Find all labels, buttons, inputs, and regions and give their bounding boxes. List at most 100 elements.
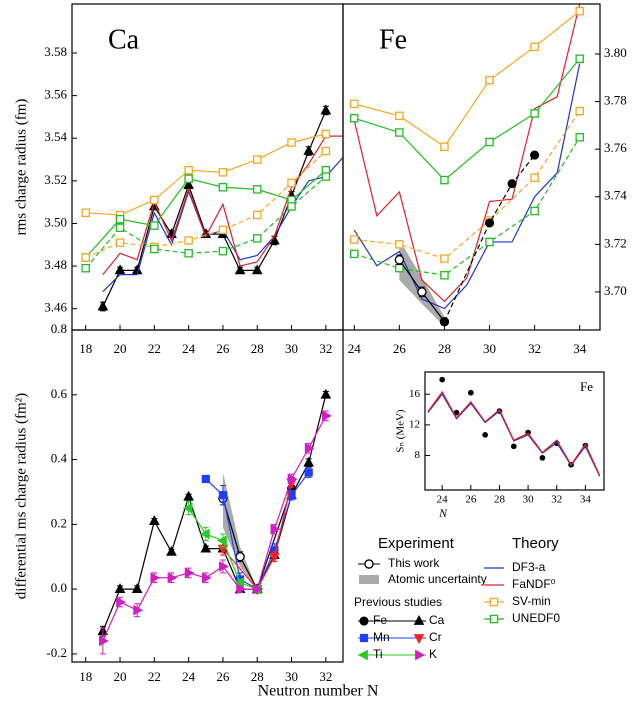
legend-label: K [429, 647, 437, 661]
data-point [440, 142, 449, 152]
y-axis-label: differential ms charge radius (fm²) [13, 393, 29, 599]
data-point [131, 583, 143, 593]
data-point [269, 552, 280, 563]
data-point [395, 240, 404, 249]
x-tick-label: 32 [528, 341, 541, 356]
data-point [116, 596, 127, 608]
data-point [304, 442, 315, 454]
y-tick-label: 3.50 [44, 214, 67, 229]
y-tick-label: 3.54 [44, 129, 67, 144]
y-tick-label: 12 [409, 418, 420, 430]
y-tick-label: 3.78 [604, 93, 627, 108]
data-point [219, 561, 229, 572]
series-line [85, 176, 327, 269]
data-point [201, 572, 212, 584]
legend-marker [489, 597, 499, 607]
plot-area [350, 4, 584, 327]
series-line [354, 10, 581, 148]
data-point [150, 244, 159, 254]
series-line [85, 169, 327, 258]
x-tick-label: 24 [182, 341, 196, 356]
data-point [252, 210, 262, 220]
y-tick-label: 0.2 [51, 515, 67, 530]
data-point [439, 317, 449, 327]
data-point [304, 468, 313, 477]
series-line [354, 58, 581, 181]
data-point [252, 185, 262, 194]
y-axis-label: Sₙ (MeV) [395, 409, 407, 453]
x-tick-label: 22 [148, 669, 161, 684]
series-line [354, 110, 581, 260]
legend-label: UNEDF0 [512, 611, 560, 625]
data-point [251, 264, 263, 275]
legend-label: Fe [373, 613, 387, 627]
data-point [530, 42, 539, 52]
frame [71, 329, 344, 663]
x-tick-label: 22 [148, 341, 161, 356]
x-tick-label: 34 [573, 341, 587, 356]
data-point [252, 155, 262, 164]
data-point [115, 223, 125, 232]
data-point [484, 218, 495, 228]
data-point [507, 179, 517, 189]
data-point [114, 583, 126, 593]
y-tick-label: 3.52 [44, 172, 67, 187]
data-point [417, 287, 427, 297]
data-point [321, 172, 331, 181]
data-point [150, 572, 161, 584]
data-point [234, 264, 246, 275]
data-point [236, 583, 247, 595]
y-tick-label: 3.46 [44, 300, 67, 315]
data-point [530, 206, 539, 216]
data-point [148, 515, 160, 525]
data-point [218, 246, 228, 256]
data-point [440, 175, 449, 185]
legend-title: Experiment [378, 535, 455, 552]
plot-area [427, 376, 601, 477]
data-point [287, 202, 296, 211]
y-tick-label: 3.58 [44, 44, 67, 59]
legend-label: SV-min [512, 594, 551, 608]
data-point [218, 182, 228, 192]
data-point [115, 238, 125, 247]
panel-label: Fe [379, 24, 407, 55]
plot-area [97, 388, 332, 655]
series-line [85, 133, 326, 216]
data-point [184, 567, 195, 579]
x-tick-label: 20 [114, 341, 127, 356]
y-tick-label: 3.70 [604, 283, 627, 298]
x-axis-label: N [438, 506, 448, 520]
x-tick-label: 18 [79, 341, 92, 356]
y-tick-label: 3.76 [604, 140, 627, 155]
series-line [102, 394, 327, 632]
legend-subtitle: Previous studies [354, 595, 442, 609]
data-point [530, 109, 539, 118]
data-point [303, 145, 315, 155]
data-point [395, 263, 404, 273]
data-point [440, 254, 449, 263]
data-point [485, 237, 494, 247]
data-point [530, 173, 539, 182]
x-tick-label: 30 [285, 341, 298, 356]
y-tick-label: 3.80 [604, 45, 627, 60]
data-point [350, 235, 359, 244]
data-point [321, 146, 331, 156]
data-point [166, 545, 177, 556]
data-point [485, 75, 494, 85]
data-point [114, 264, 126, 275]
data-point [184, 174, 193, 183]
data-point [575, 133, 584, 142]
x-tick-label: 24 [182, 669, 196, 684]
data-point [218, 491, 228, 500]
data-point [539, 454, 546, 461]
data-point [115, 214, 125, 224]
data-point [320, 388, 332, 399]
data-point [133, 604, 144, 616]
x-tick-label: 30 [285, 669, 298, 684]
series-line [443, 154, 536, 322]
data-point [482, 431, 488, 438]
x-tick-label: 18 [79, 669, 92, 684]
series-line [427, 390, 601, 476]
legend-marker [415, 649, 426, 661]
